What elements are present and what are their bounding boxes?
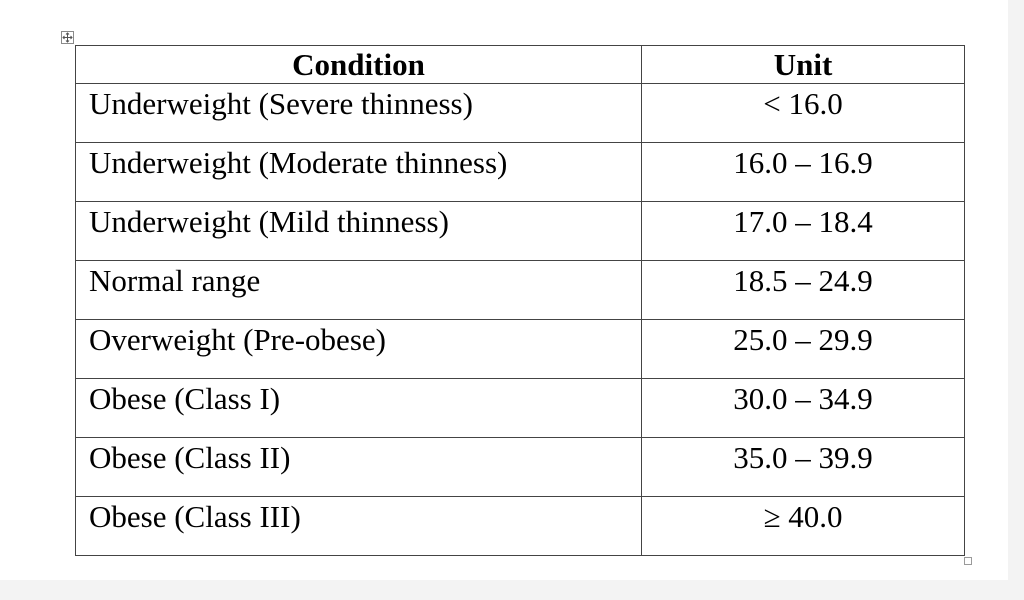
- condition-cell[interactable]: Underweight (Mild thinness): [75, 201, 642, 261]
- condition-cell[interactable]: Obese (Class II): [75, 437, 642, 497]
- condition-text: Underweight (Severe thinness): [89, 86, 473, 121]
- condition-text: Underweight (Moderate thinness): [89, 145, 508, 180]
- table-row: Obese (Class III) ≥ 40.0: [75, 496, 965, 556]
- condition-text: Underweight (Mild thinness): [89, 204, 449, 239]
- move-cross-icon: [62, 32, 73, 43]
- unit-cell[interactable]: 17.0 – 18.4: [641, 201, 965, 261]
- condition-cell[interactable]: Overweight (Pre-obese): [75, 319, 642, 379]
- unit-text: 25.0 – 29.9: [733, 322, 873, 357]
- table-header-row: Condition Unit: [75, 45, 965, 84]
- condition-text: Normal range: [89, 263, 261, 298]
- table-move-handle[interactable]: [61, 31, 74, 44]
- condition-text: Obese (Class II): [89, 440, 291, 475]
- condition-cell[interactable]: Underweight (Moderate thinness): [75, 142, 642, 202]
- unit-text: 16.0 – 16.9: [733, 145, 873, 180]
- condition-cell[interactable]: Underweight (Severe thinness): [75, 83, 642, 143]
- condition-text: Obese (Class I): [89, 381, 281, 416]
- condition-cell[interactable]: Obese (Class III): [75, 496, 642, 556]
- condition-text: Obese (Class III): [89, 499, 301, 534]
- unit-cell[interactable]: 35.0 – 39.9: [641, 437, 965, 497]
- unit-cell[interactable]: 16.0 – 16.9: [641, 142, 965, 202]
- unit-cell[interactable]: 25.0 – 29.9: [641, 319, 965, 379]
- table-row: Normal range 18.5 – 24.9: [75, 260, 965, 320]
- unit-text: < 16.0: [763, 86, 843, 121]
- table-row: Underweight (Moderate thinness) 16.0 – 1…: [75, 142, 965, 202]
- unit-text: 30.0 – 34.9: [733, 381, 873, 416]
- table-row: Obese (Class I) 30.0 – 34.9: [75, 378, 965, 438]
- unit-cell[interactable]: ≥ 40.0: [641, 496, 965, 556]
- unit-text: 17.0 – 18.4: [733, 204, 873, 239]
- condition-text: Overweight (Pre-obese): [89, 322, 386, 357]
- table-row: Obese (Class II) 35.0 – 39.9: [75, 437, 965, 497]
- unit-text: 35.0 – 39.9: [733, 440, 873, 475]
- header-unit[interactable]: Unit: [641, 45, 965, 84]
- table-row: Underweight (Severe thinness) < 16.0: [75, 83, 965, 143]
- condition-cell[interactable]: Normal range: [75, 260, 642, 320]
- page-edge-right: [1008, 0, 1024, 580]
- unit-text: ≥ 40.0: [763, 499, 843, 534]
- table-row: Overweight (Pre-obese) 25.0 – 29.9: [75, 319, 965, 379]
- page-edge-bottom: [0, 580, 1024, 600]
- unit-cell[interactable]: < 16.0: [641, 83, 965, 143]
- header-condition[interactable]: Condition: [75, 45, 642, 84]
- unit-cell[interactable]: 30.0 – 34.9: [641, 378, 965, 438]
- table-row: Underweight (Mild thinness) 17.0 – 18.4: [75, 201, 965, 261]
- table-resize-handle[interactable]: [964, 557, 972, 565]
- bmi-classification-table: Condition Unit Underweight (Severe thinn…: [75, 45, 965, 556]
- unit-cell[interactable]: 18.5 – 24.9: [641, 260, 965, 320]
- unit-text: 18.5 – 24.9: [733, 263, 873, 298]
- condition-cell[interactable]: Obese (Class I): [75, 378, 642, 438]
